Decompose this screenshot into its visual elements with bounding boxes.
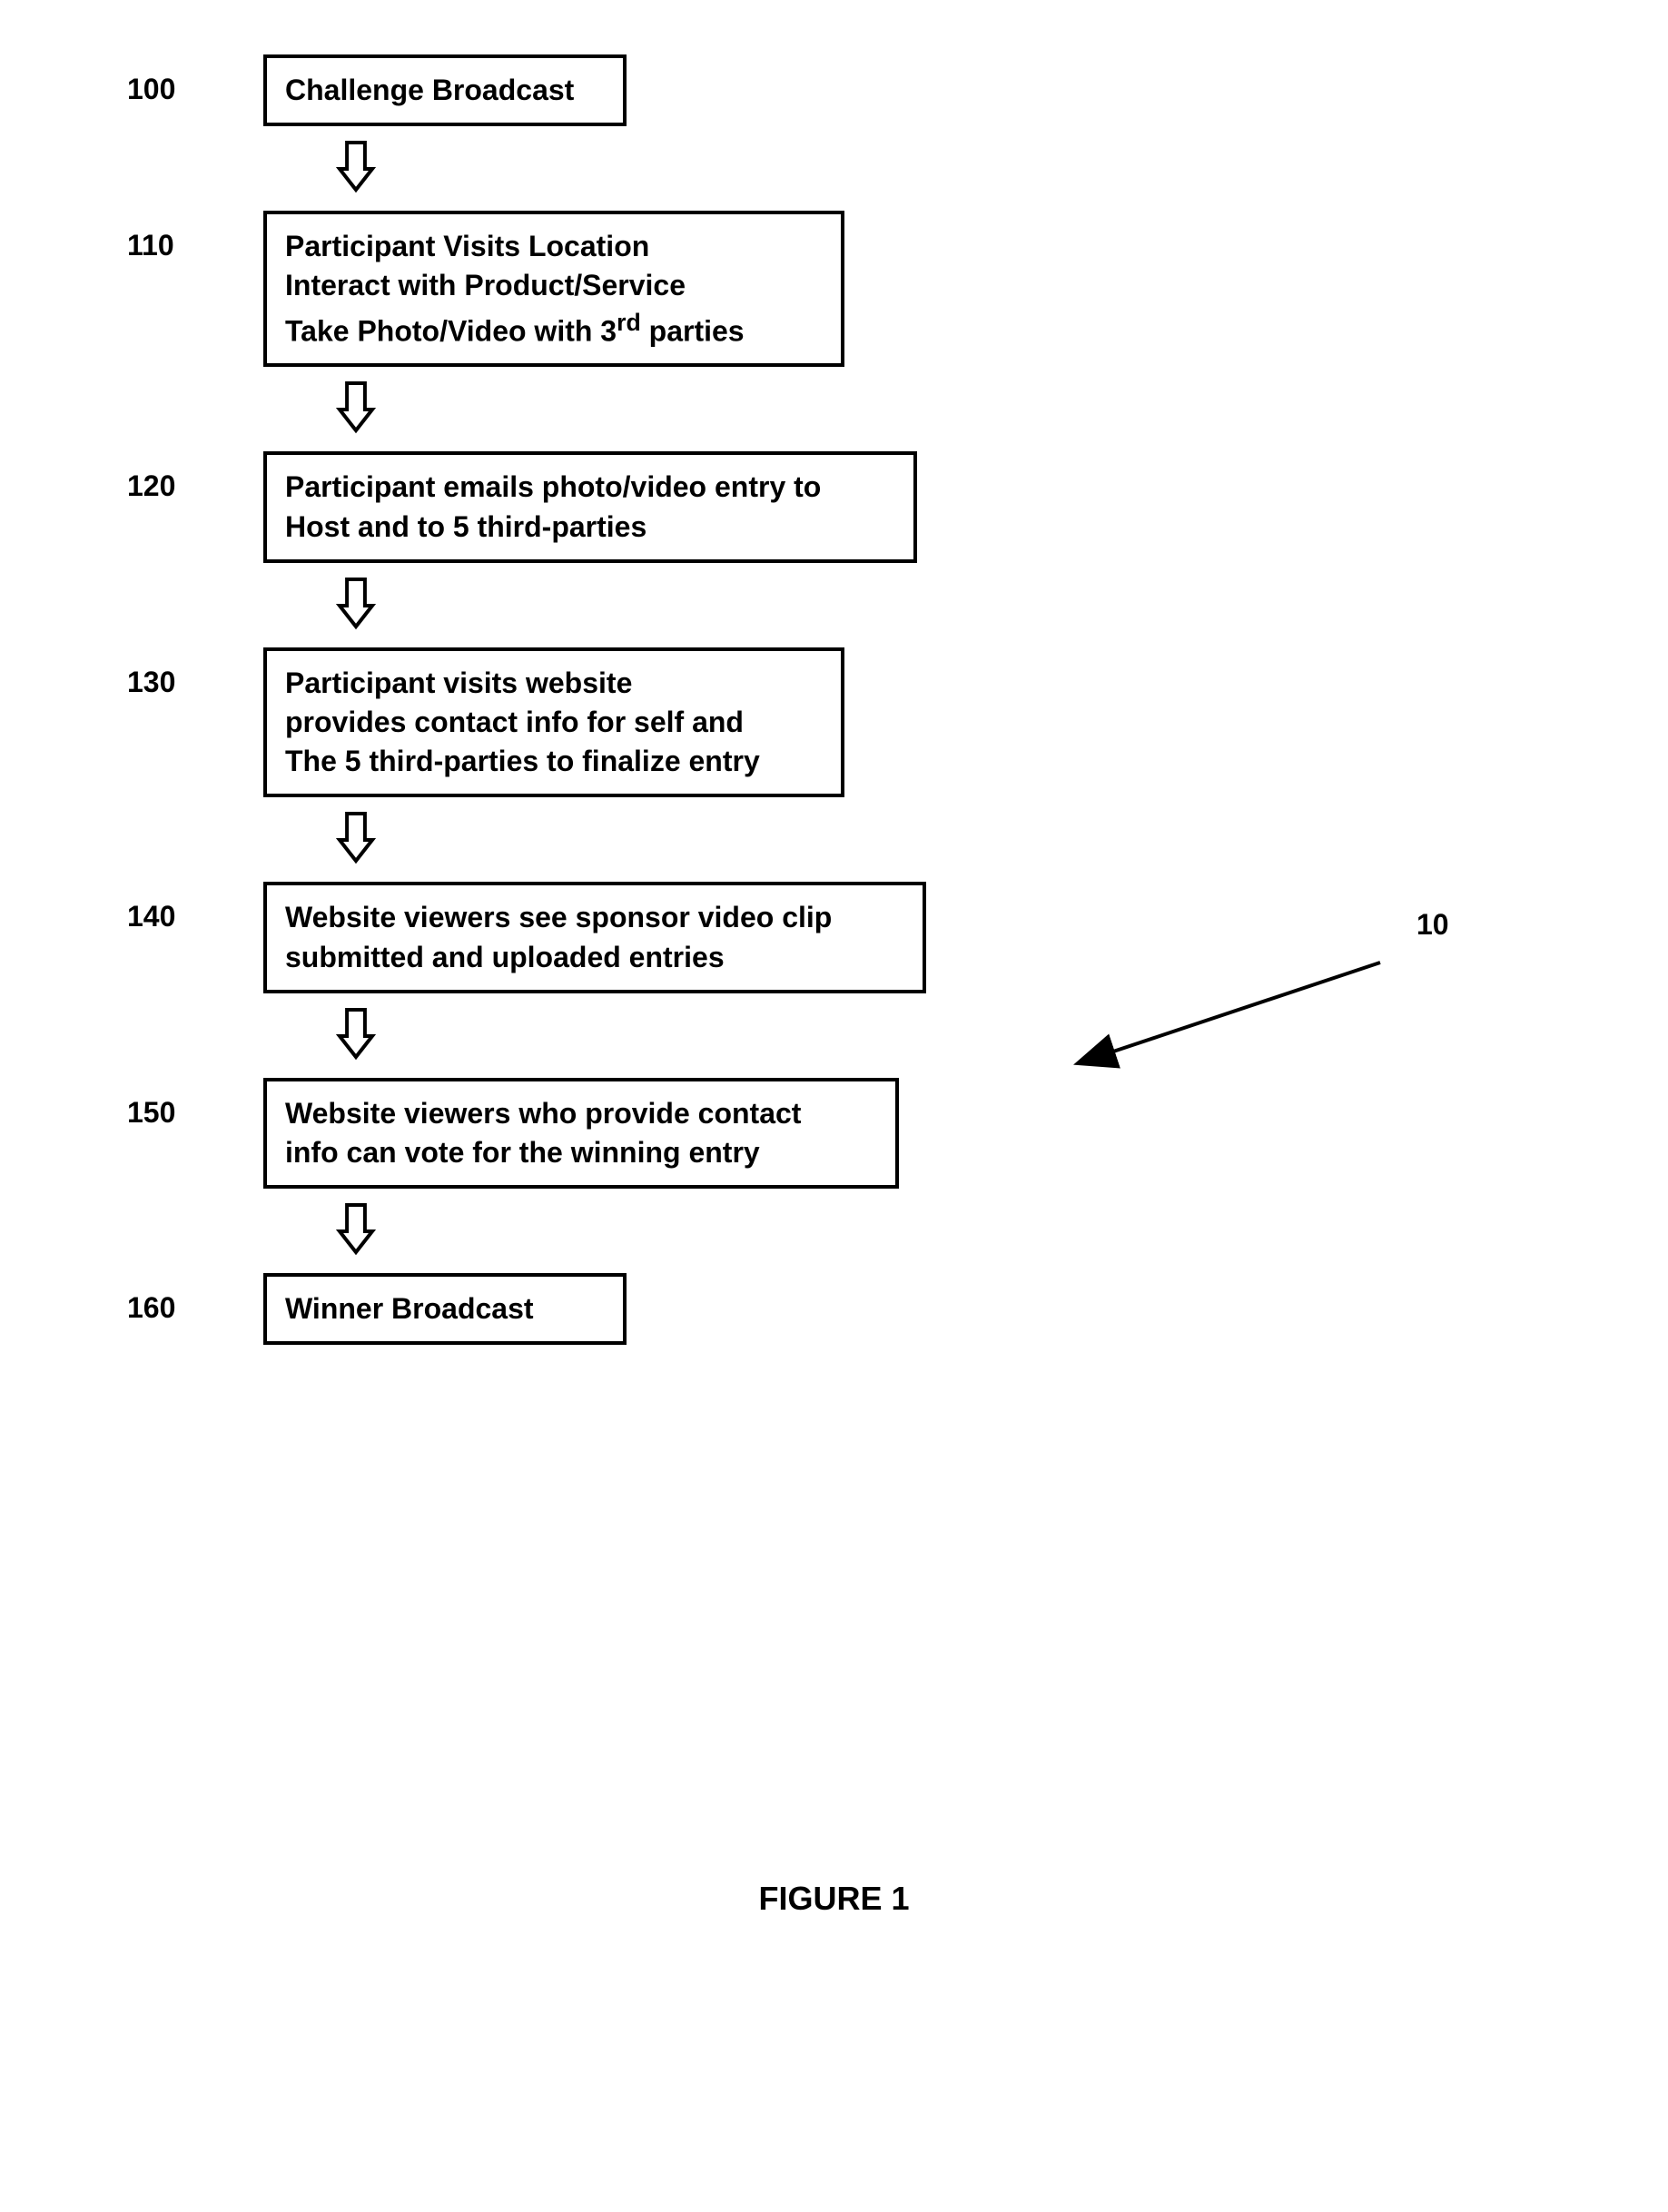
flow-step: 140Website viewers see sponsor video cli… xyxy=(127,882,926,992)
step-box: Participant visits websiteprovides conta… xyxy=(263,647,844,798)
step-number: 160 xyxy=(127,1273,263,1325)
flow-step: 160 Winner Broadcast xyxy=(127,1273,926,1345)
step-text-line: Take Photo/Video with 3rd parties xyxy=(285,306,823,351)
flow-step: 130Participant visits websiteprovides co… xyxy=(127,647,926,798)
flow-step: 100 Challenge Broadcast xyxy=(127,54,926,126)
step-number: 130 xyxy=(127,647,263,699)
diagram-ref-number: 10 xyxy=(1416,908,1449,942)
step-box: Website viewers who provide contactinfo … xyxy=(263,1078,899,1189)
flowchart-container: 100Challenge Broadcast 110Participant Vi… xyxy=(127,54,926,1345)
step-box: Website viewers see sponsor video clipsu… xyxy=(263,882,926,992)
step-text-line: Participant visits website xyxy=(285,664,823,703)
flow-arrow xyxy=(336,1201,926,1260)
flow-step: 110Participant Visits LocationInteract w… xyxy=(127,211,926,367)
down-arrow-icon xyxy=(336,1201,376,1256)
step-text-line: Interact with Product/Service xyxy=(285,266,823,305)
down-arrow-icon xyxy=(336,380,376,434)
flow-arrow xyxy=(336,380,926,439)
step-text-line: Participant emails photo/video entry to xyxy=(285,468,895,507)
step-number: 150 xyxy=(127,1078,263,1130)
step-text-line: Challenge Broadcast xyxy=(285,71,605,110)
down-arrow-icon xyxy=(336,139,376,193)
step-number: 110 xyxy=(127,211,263,262)
step-number: 100 xyxy=(127,54,263,106)
step-text-line: submitted and uploaded entries xyxy=(285,938,904,977)
step-text-line: Participant Visits Location xyxy=(285,227,823,266)
step-text-line: info can vote for the winning entry xyxy=(285,1133,877,1172)
step-box: Winner Broadcast xyxy=(263,1273,627,1345)
step-box: Participant emails photo/video entry toH… xyxy=(263,451,917,562)
down-arrow-icon xyxy=(336,576,376,630)
step-text-line: Website viewers who provide contact xyxy=(285,1094,877,1133)
step-text-line: Website viewers see sponsor video clip xyxy=(285,898,904,937)
step-number: 120 xyxy=(127,451,263,503)
down-arrow-icon xyxy=(336,810,376,864)
step-number: 140 xyxy=(127,882,263,933)
flow-arrow xyxy=(336,1006,926,1065)
flow-arrow xyxy=(336,576,926,635)
down-arrow-icon xyxy=(336,1006,376,1061)
flow-step: 150Website viewers who provide contactin… xyxy=(127,1078,926,1189)
step-box: Challenge Broadcast xyxy=(263,54,627,126)
step-text-line: provides contact info for self and xyxy=(285,703,823,742)
step-text-line: Winner Broadcast xyxy=(285,1289,605,1328)
step-text-line: The 5 third-parties to finalize entry xyxy=(285,742,823,781)
step-text-line: Host and to 5 third-parties xyxy=(285,508,895,547)
flow-arrow xyxy=(336,810,926,869)
figure-label: FIGURE 1 xyxy=(0,1880,1668,1918)
step-box: Participant Visits LocationInteract with… xyxy=(263,211,844,367)
flow-arrow xyxy=(336,139,926,198)
flow-step: 120Participant emails photo/video entry … xyxy=(127,451,926,562)
